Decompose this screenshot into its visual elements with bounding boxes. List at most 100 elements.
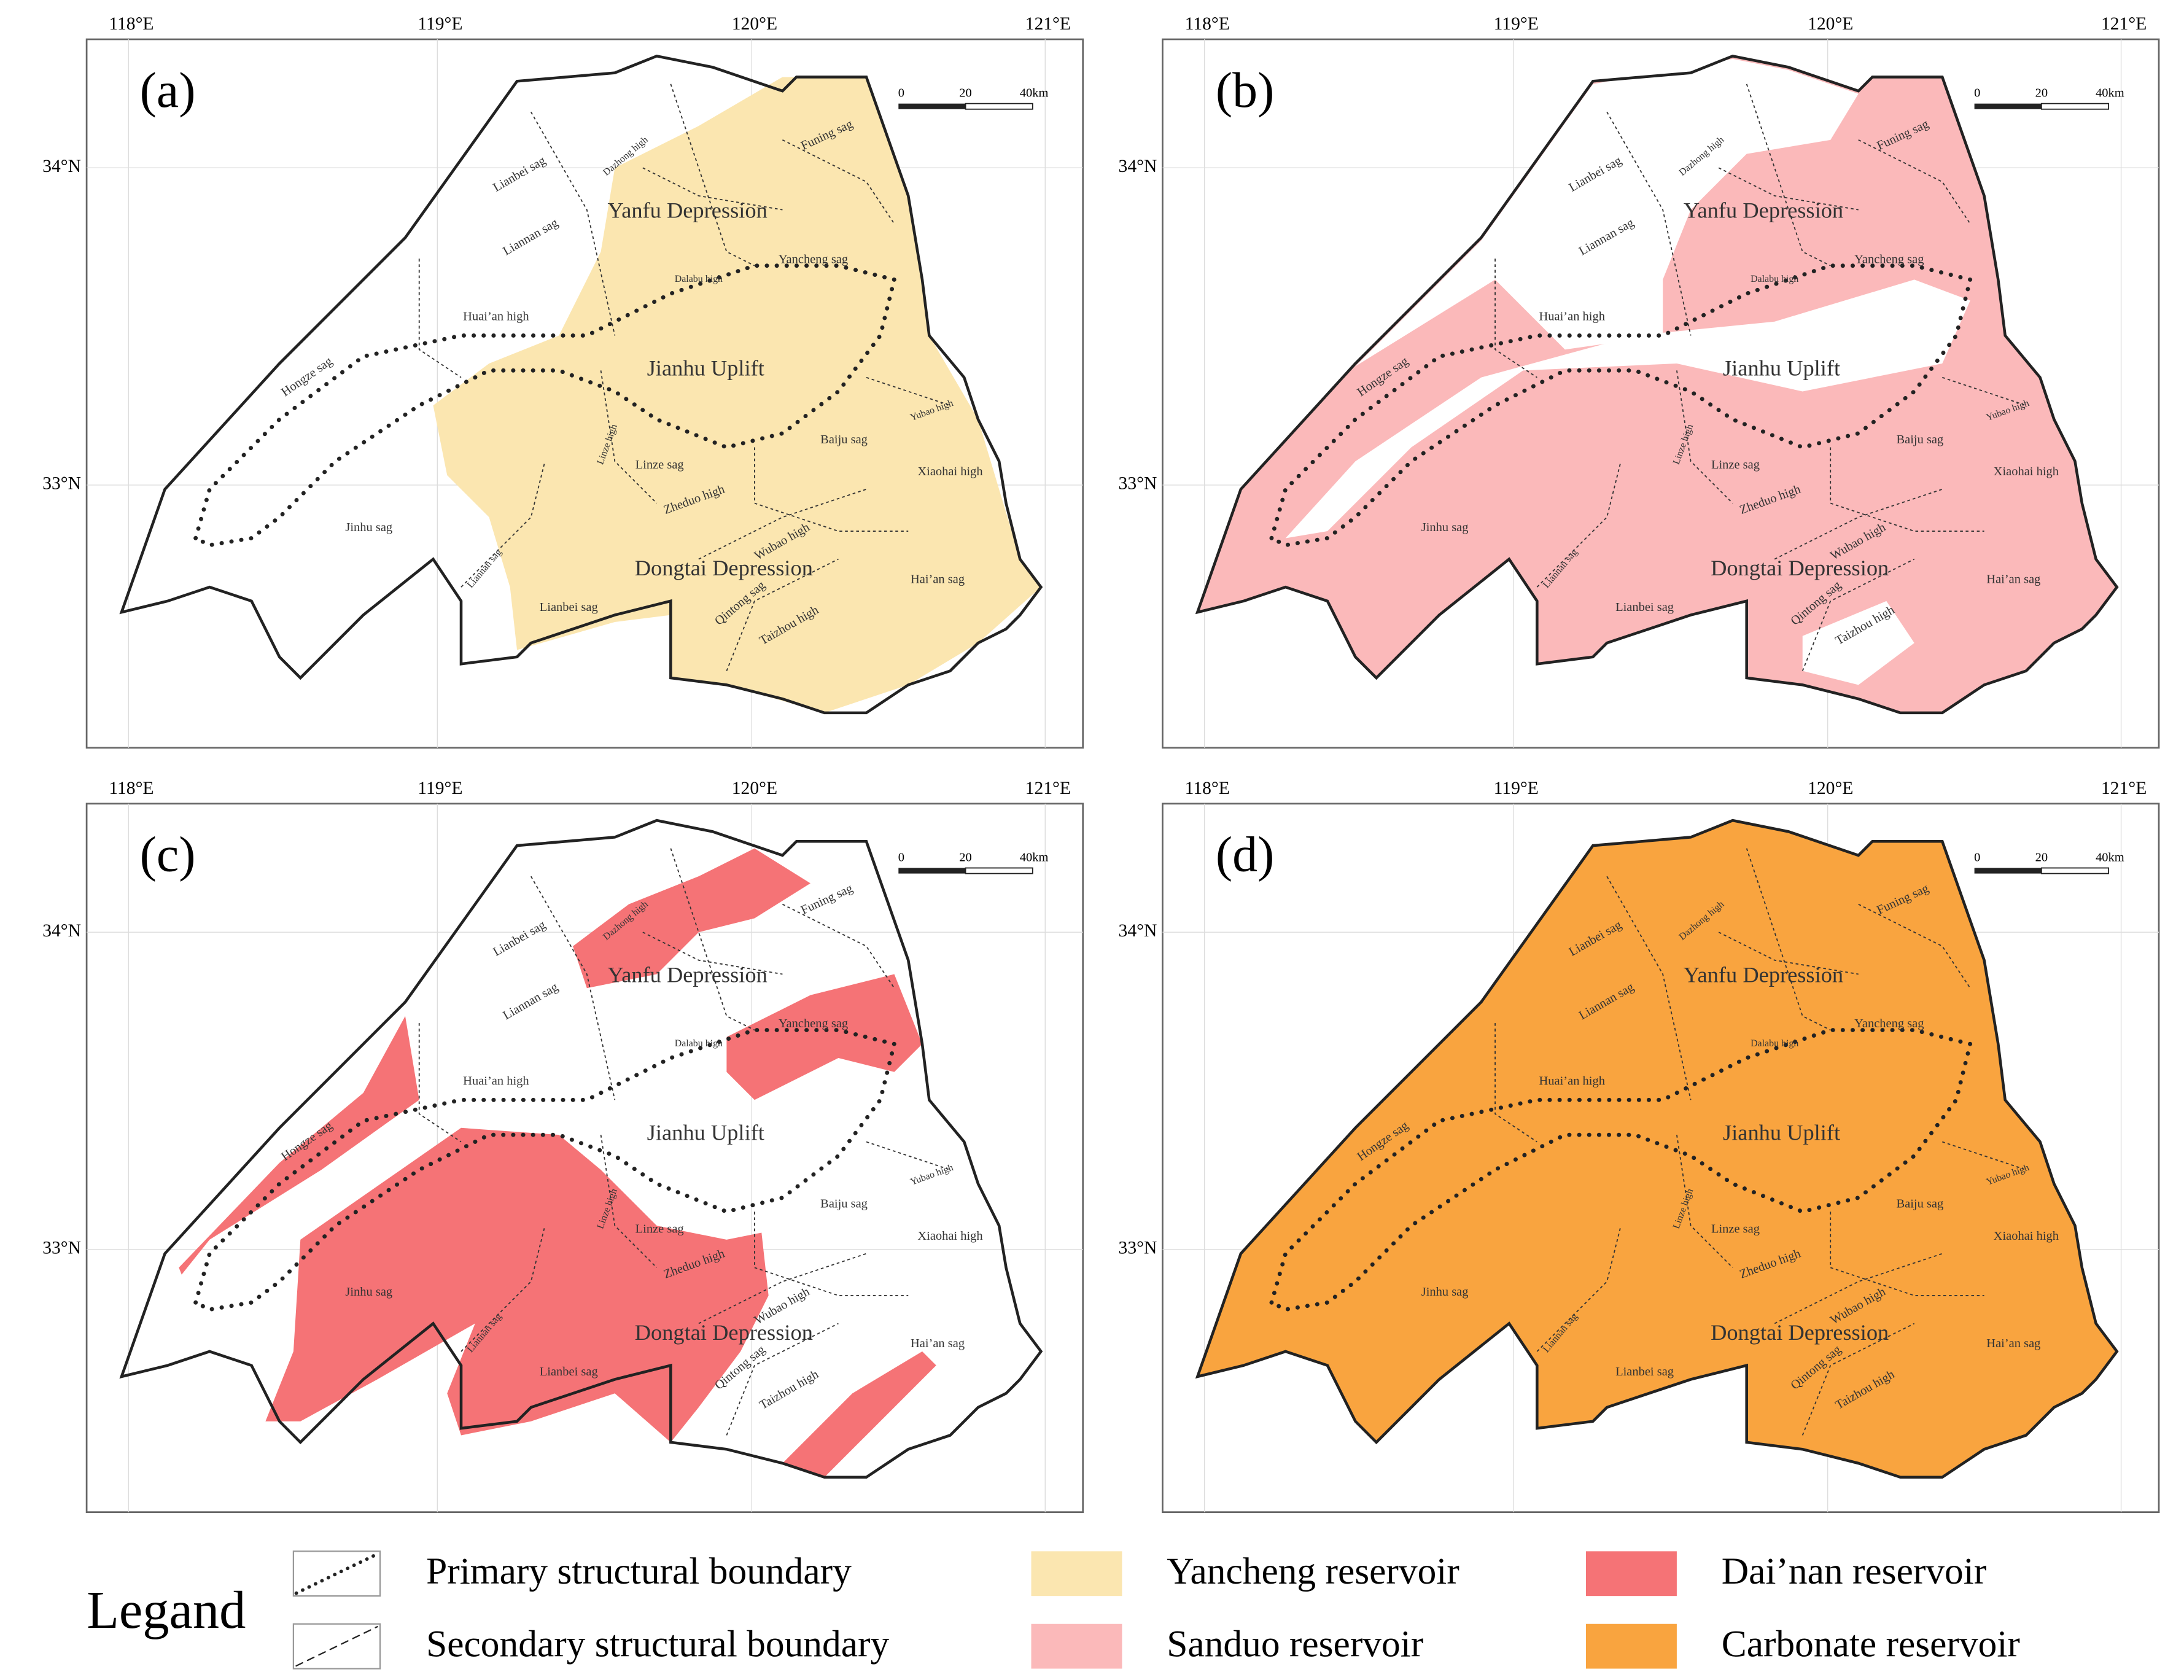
legend-line: [295, 1626, 378, 1667]
reservoir-area: [1197, 56, 2117, 713]
scale-label: 40km: [2096, 86, 2124, 99]
longitude-label: 119°E: [418, 14, 462, 34]
latitude-label: 34°N: [1119, 921, 1157, 941]
map-panel: 118°E 119°E 120°E 121°E 34°N 33°N Yanfu Depres…: [42, 779, 1084, 1514]
place-name: Dongtai Depression: [635, 1320, 813, 1345]
place-name: Liannan sag: [501, 216, 561, 259]
scale-bar: [1974, 868, 2042, 874]
place-name: Jinhu sag: [345, 521, 392, 534]
legend-label: Secondary structural boundary: [426, 1623, 889, 1665]
secondary-boundary: [1746, 84, 1831, 266]
place-name: Dalabu high: [1751, 274, 1798, 284]
secondary-boundary: [1942, 1141, 2027, 1170]
secondary-boundary: [600, 370, 658, 504]
scale-bar: [1974, 103, 2042, 109]
place-name: Baiju sag: [820, 1197, 868, 1211]
place-name: Huai’an high: [463, 310, 529, 324]
longitude-label: 121°E: [2101, 14, 2147, 34]
secondary-boundary: [698, 1253, 867, 1324]
legend-label: Dai’nan reservoir: [1722, 1550, 1987, 1592]
secondary-boundary: [866, 376, 950, 406]
secondary-boundary: [1774, 488, 1943, 560]
secondary-boundary: [1606, 876, 1692, 1100]
place-name: Xiaohai high: [1994, 465, 2059, 478]
reservoir-area: [265, 1127, 769, 1442]
place-name: Lianbei sag: [491, 918, 548, 959]
place-name: Dalabu high: [1751, 1038, 1798, 1049]
reservoir-area: [1802, 601, 1914, 685]
place-name: Jianhu Uplift: [647, 356, 764, 381]
secondary-boundary: [1830, 1211, 1984, 1296]
secondary-boundary: [1746, 848, 1831, 1031]
place-name: Linze sag: [1711, 458, 1760, 472]
place-name: Linze sag: [1711, 1223, 1760, 1236]
secondary-boundary: [698, 488, 867, 560]
reservoir-area: [1355, 58, 1859, 367]
scale-label: 20: [959, 86, 971, 99]
place-name: Lianbei sag: [1615, 601, 1674, 614]
place-name: Yancheng sag: [779, 252, 848, 266]
scale-bar: [898, 103, 966, 109]
place-name: Lianbei sag: [1615, 1365, 1674, 1379]
place-name: Jinhu sag: [345, 1285, 392, 1299]
legend-swatch: [1585, 1624, 1677, 1669]
secondary-boundary: [1801, 558, 1915, 671]
secondary-boundary: [530, 111, 616, 336]
secondary-boundary: [753, 1211, 909, 1296]
secondary-boundary: [600, 1135, 658, 1269]
basin-outline: [119, 819, 1043, 1479]
place-name: Yancheng sag: [1854, 252, 1924, 266]
panel-frame: [1162, 803, 2160, 1514]
primary-boundary: [193, 263, 897, 548]
longitude-label: 119°E: [418, 779, 462, 798]
legend-label: Carbonate reservoir: [1722, 1623, 2020, 1665]
place-name: Liannan sag: [501, 980, 561, 1022]
longitude-label: 121°E: [1025, 14, 1071, 34]
longitude-label: 121°E: [1025, 779, 1071, 798]
place-name: Jinhu sag: [1421, 521, 1469, 534]
secondary-boundary: [642, 167, 783, 211]
secondary-boundary: [1942, 376, 2027, 406]
place-name: Hai’an sag: [1986, 572, 2040, 586]
longitude-label: 119°E: [1494, 779, 1539, 798]
secondary-boundary: [753, 447, 909, 532]
secondary-boundary: [1830, 447, 1984, 532]
place-name: Yanfu Depression: [1684, 962, 1843, 987]
place-name: Dongtai Depression: [635, 556, 813, 580]
place-name: Yanfu Depression: [608, 198, 768, 223]
legend-label: Primary structural boundary: [426, 1550, 852, 1592]
reservoir-area: [726, 974, 922, 1100]
place-name: Huai’an high: [1539, 1074, 1605, 1087]
place-name: Baiju sag: [820, 433, 868, 446]
place-name: Linze sag: [635, 1223, 684, 1236]
panel-label: (a): [140, 62, 196, 118]
place-name: Yancheng sag: [779, 1017, 848, 1030]
secondary-boundary: [1801, 1323, 1915, 1436]
panel-frame: [85, 38, 1084, 749]
place-name: Hai’an sag: [911, 572, 965, 586]
longitude-label: 118°E: [1185, 779, 1230, 798]
panel-label: (c): [140, 826, 196, 882]
primary-boundary: [1269, 1028, 1973, 1312]
reservoir-area: [1197, 820, 2117, 1477]
place-name: Baiju sag: [1897, 1197, 1944, 1211]
map-panel: 118°E 119°E 120°E 121°E 34°N 33°N Yanfu Depres…: [1119, 14, 2160, 749]
legend-swatch: [1031, 1624, 1122, 1669]
place-name: Huai’an high: [463, 1074, 529, 1087]
place-name: Linze sag: [635, 458, 684, 472]
place-name: Yubao high: [909, 1162, 954, 1188]
place-name: Taizhou high: [757, 1367, 821, 1412]
panel-frame: [85, 803, 1084, 1514]
secondary-boundary: [782, 903, 895, 989]
place-name: Dongtai Depression: [1711, 1320, 1889, 1345]
legend-swatch: [1585, 1551, 1677, 1596]
secondary-boundary: [1606, 111, 1692, 336]
place-name: Hongze sag: [279, 354, 335, 399]
longitude-label: 118°E: [1185, 14, 1230, 34]
reservoir-area: [1285, 279, 1970, 539]
secondary-boundary: [642, 931, 783, 975]
longitude-label: 118°E: [109, 14, 154, 34]
place-name: Jianhu Uplift: [1723, 1121, 1840, 1145]
scale-label: 0: [898, 850, 904, 864]
